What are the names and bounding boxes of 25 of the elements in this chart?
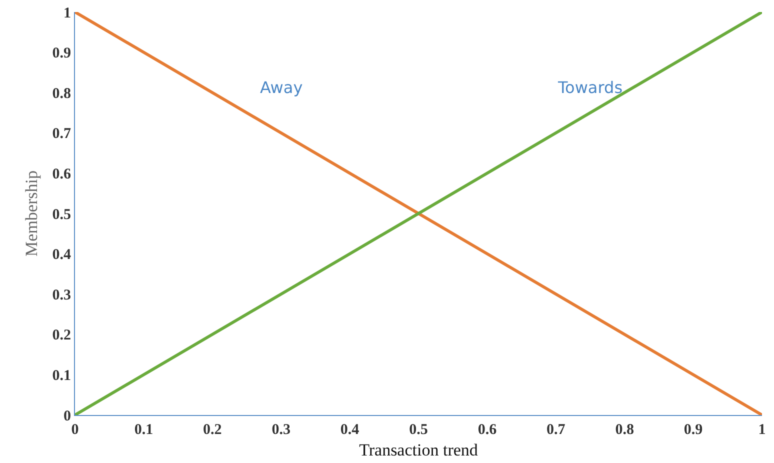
y-tick-label: 0.8 bbox=[52, 86, 71, 102]
x-tick-label: 0.2 bbox=[203, 422, 222, 438]
x-tick-label: 0.5 bbox=[409, 422, 428, 438]
y-tick-label: 0.3 bbox=[52, 287, 71, 304]
y-tick-label: 0.2 bbox=[52, 328, 71, 344]
y-axis-title: Membership bbox=[22, 170, 41, 256]
y-tick-label: 1 bbox=[64, 5, 71, 22]
annotation: Away bbox=[260, 78, 303, 97]
y-tick-label: 0.9 bbox=[52, 46, 71, 62]
annotation: Towards bbox=[557, 78, 623, 97]
x-tick-label: 1 bbox=[758, 422, 766, 438]
y-tick-label: 0.5 bbox=[52, 206, 71, 223]
x-tick-label: 0.6 bbox=[478, 422, 498, 438]
x-tick-label: 0.8 bbox=[615, 422, 634, 438]
y-tick-label: 0.7 bbox=[52, 126, 72, 142]
x-tick-label: 0.7 bbox=[546, 422, 566, 438]
y-tick-label: 0.4 bbox=[52, 247, 72, 264]
x-tick-label: 0.9 bbox=[684, 422, 703, 438]
y-tick-label: 0.1 bbox=[52, 368, 71, 384]
y-tick-label: 0.6 bbox=[52, 166, 72, 182]
x-tick-label: 0.1 bbox=[134, 422, 154, 438]
x-axis-title: Transaction trend bbox=[359, 440, 478, 460]
y-tick-label: 0 bbox=[64, 408, 71, 424]
x-tick-label: 0.3 bbox=[272, 422, 290, 438]
x-tick-label: 0.4 bbox=[340, 422, 360, 438]
